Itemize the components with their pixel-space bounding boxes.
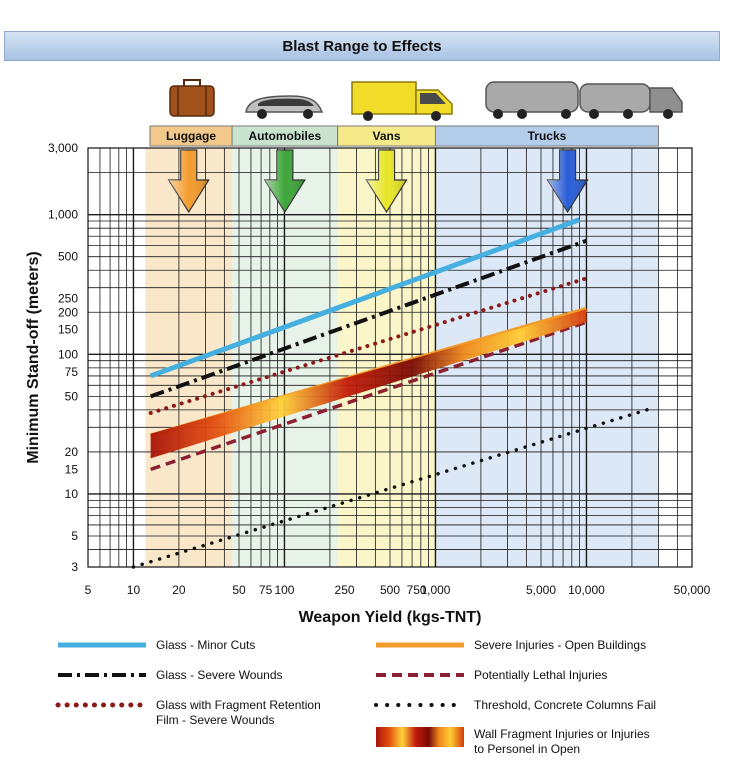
- y-tick-label: 50: [65, 389, 79, 403]
- legend-label: Glass with Fragment Retention Film - Seve…: [156, 698, 321, 727]
- category-header-trucks: [434, 125, 660, 147]
- legend-swatch-band: [376, 727, 464, 747]
- y-tick-label: 200: [58, 305, 78, 319]
- truck-cab-icon: [649, 87, 683, 113]
- van-icon: [351, 81, 417, 115]
- x-tick-label: 1,000: [420, 583, 450, 597]
- truck-wheel-icon: [589, 109, 599, 119]
- truck-wheel-icon: [623, 109, 633, 119]
- y-tick-label: 150: [58, 323, 78, 337]
- truck-wheel-icon: [561, 109, 571, 119]
- y-tick-label: 3,000: [48, 141, 78, 155]
- x-tick-label: 50,000: [674, 583, 711, 597]
- series-line-2: [148, 276, 589, 415]
- legend-label: Glass - Severe Wounds: [156, 668, 283, 682]
- truck-trailer-icon: [485, 81, 579, 113]
- series-line-4: [150, 320, 588, 472]
- y-tick-label: 5: [71, 529, 78, 543]
- van-window-icon: [420, 93, 446, 104]
- category-label-automobiles: Automobiles: [249, 129, 322, 143]
- y-tick-label: 20: [65, 445, 79, 459]
- category-label-vans: Vans: [373, 129, 401, 143]
- y-tick-label: 250: [58, 292, 78, 306]
- x-tick-label: 50: [232, 583, 246, 597]
- series-line-5: [131, 406, 654, 569]
- legend-label: Severe Injuries - Open Buildings: [474, 638, 646, 652]
- truck-wheel-icon: [663, 109, 673, 119]
- chart-title: Blast Range to Effects: [4, 31, 720, 61]
- y-tick-label: 500: [58, 250, 78, 264]
- car-window-icon: [258, 98, 314, 106]
- legend-label: Potentially Lethal Injuries: [474, 668, 607, 682]
- truck-wheel-icon: [517, 109, 527, 119]
- x-tick-label: 10: [127, 583, 141, 597]
- legend-label: Glass - Minor Cuts: [156, 638, 255, 652]
- x-tick-label: 500: [380, 583, 400, 597]
- truck-trailer-icon: [579, 83, 651, 113]
- x-tick-label: 75: [259, 583, 273, 597]
- y-axis-label: Minimum Stand-off (meters): [25, 251, 42, 463]
- series-wall-fragment-band: [150, 309, 587, 459]
- y-tick-label: 100: [58, 347, 78, 361]
- arrow-shade-icon: [264, 150, 305, 212]
- van-wheel-icon: [363, 111, 373, 121]
- x-tick-label: 10,000: [568, 583, 605, 597]
- car-wheel-icon: [303, 109, 313, 119]
- y-tick-label: 75: [65, 365, 79, 379]
- x-tick-label: 100: [274, 583, 294, 597]
- category-label-luggage: Luggage: [166, 129, 216, 143]
- suitcase-handle-icon: [183, 79, 201, 86]
- arrow-shade-icon: [547, 150, 588, 212]
- category-band-luggage: [145, 148, 233, 567]
- x-tick-label: 5: [85, 583, 92, 597]
- category-label-trucks: Trucks: [528, 129, 567, 143]
- suitcase-icon: [169, 85, 215, 117]
- series-line-1: [149, 238, 588, 399]
- y-tick-label: 3: [71, 560, 78, 574]
- x-tick-label: 20: [172, 583, 186, 597]
- x-tick-label: 250: [335, 583, 355, 597]
- x-axis-label: Weapon Yield (kgs-TNT): [299, 609, 482, 626]
- legend-label: Wall Fragment Injuries or Injuries to Per…: [474, 727, 650, 756]
- legend-label: Threshold, Concrete Columns Fail: [474, 698, 656, 712]
- y-tick-label: 10: [65, 487, 79, 501]
- truck-wheel-icon: [493, 109, 503, 119]
- arrow-shade-icon: [366, 150, 407, 212]
- x-tick-label: 750: [407, 583, 427, 597]
- plot-frame: [87, 147, 693, 568]
- arrow-shade-icon: [168, 150, 209, 212]
- y-tick-label: 15: [65, 462, 79, 476]
- series-line-0: [149, 217, 581, 379]
- y-tick-label: 1,000: [48, 208, 78, 222]
- van-wheel-icon: [431, 111, 441, 121]
- x-tick-label: 5,000: [526, 583, 556, 597]
- car-wheel-icon: [257, 109, 267, 119]
